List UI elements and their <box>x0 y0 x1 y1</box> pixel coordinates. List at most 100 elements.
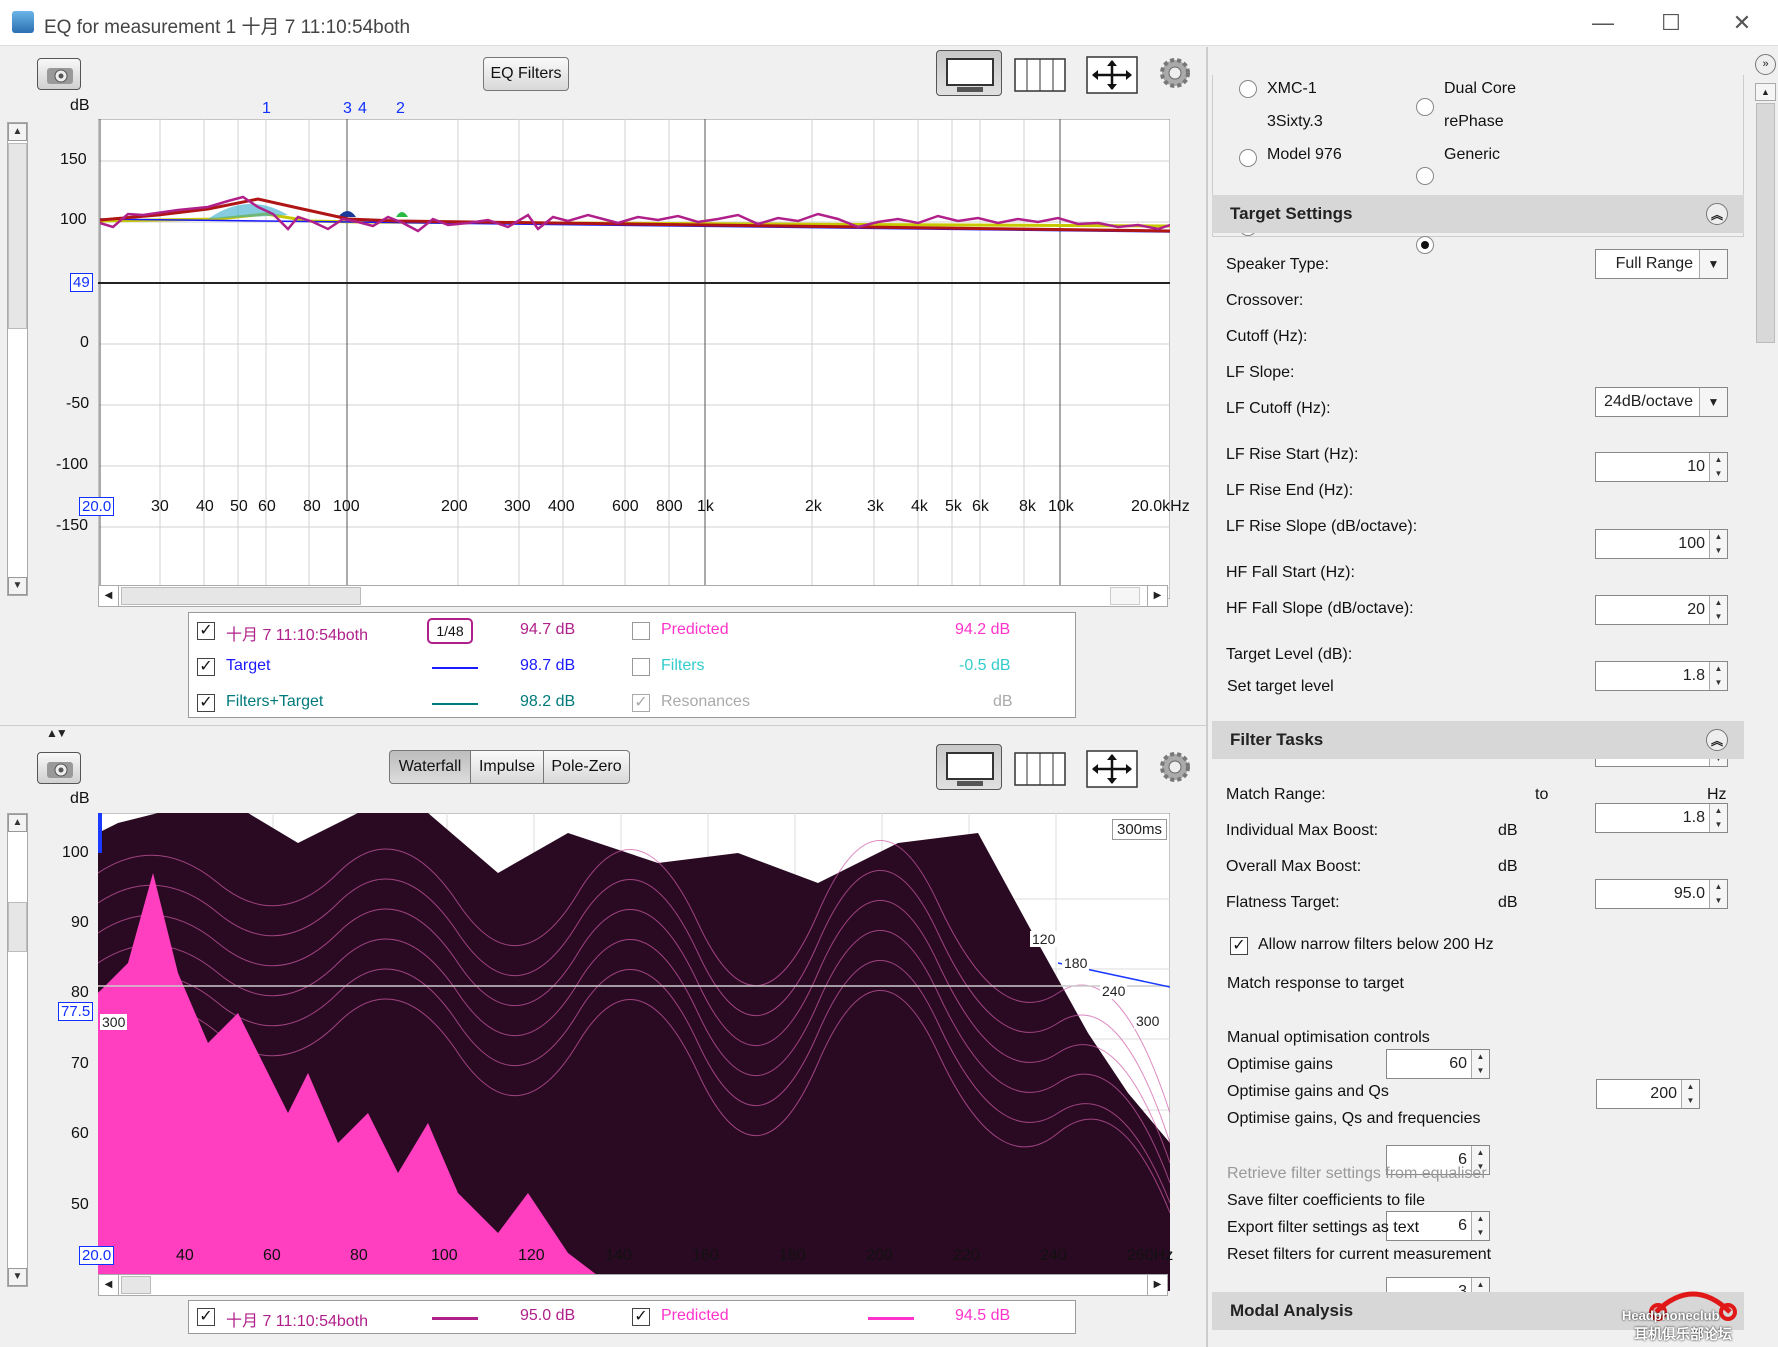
spinner-arrows-icon[interactable]: ▲▼ <box>1471 1212 1489 1240</box>
scroll-up-arrow[interactable]: ▲ <box>8 814 27 832</box>
tab-pole-zero[interactable]: Pole-Zero <box>544 750 630 784</box>
scroll-right-arrow[interactable]: ▶ <box>1147 586 1167 606</box>
scroll-left-arrow[interactable]: ◀ <box>99 586 119 606</box>
x-start-box[interactable]: 20.0 <box>79 1246 115 1265</box>
radio-xmc-1[interactable] <box>1239 80 1257 98</box>
splitter-arrows-icon[interactable]: ▲▼ <box>46 726 68 740</box>
fit-axes-icon[interactable] <box>1085 749 1139 789</box>
spinner-arrows-icon[interactable]: ▲▼ <box>1709 596 1727 624</box>
speaker-type-select[interactable]: Full Range ▼ <box>1595 249 1728 279</box>
filter-marker-3[interactable]: 3 <box>343 100 352 117</box>
target-settings-header[interactable]: Target Settings ︽ <box>1212 195 1744 233</box>
retrieve-filters-button[interactable]: Retrieve filter settings from equaliser <box>1227 1165 1487 1182</box>
top-vertical-scrollbar[interactable]: ▲ ▼ <box>7 122 28 596</box>
scroll-left-arrow[interactable]: ◀ <box>99 1275 119 1295</box>
measurement-checkbox[interactable]: ✓ <box>197 1308 215 1326</box>
frequency-response-graph[interactable] <box>98 119 1170 599</box>
manual-optimisation-button[interactable]: Manual optimisation controls <box>1227 1029 1430 1046</box>
filter-tasks-header[interactable]: Filter Tasks ︽ <box>1212 721 1744 759</box>
tab-impulse[interactable]: Impulse <box>471 750 544 784</box>
predicted-checkbox[interactable] <box>632 622 650 640</box>
y-reference-box[interactable]: 49 <box>70 273 93 292</box>
overall-max-boost-field[interactable]: 6 ▲ ▼ <box>1386 1211 1490 1241</box>
resonances-checkbox[interactable]: ✓ <box>632 694 650 712</box>
settings-gear-icon[interactable] <box>1157 55 1193 91</box>
radio-dual-core[interactable] <box>1416 98 1434 116</box>
filter-marker-4[interactable]: 4 <box>358 100 367 117</box>
top-horizontal-scrollbar[interactable]: ◀ ▶ <box>98 585 1168 607</box>
camera-icon[interactable] <box>37 58 81 90</box>
optimise-gains-button[interactable]: Optimise gains <box>1227 1056 1333 1073</box>
set-target-level-button[interactable]: Set target level <box>1227 678 1334 695</box>
y-reference-box[interactable]: 77.5 <box>58 1002 94 1021</box>
fit-axes-icon[interactable] <box>1085 55 1139 95</box>
scroll-thumb[interactable] <box>8 902 27 952</box>
bottom-vertical-scrollbar[interactable]: ▲ ▼ <box>7 813 28 1287</box>
predicted-checkbox[interactable]: ✓ <box>632 1308 650 1326</box>
filters-checkbox[interactable] <box>632 658 650 676</box>
match-range-to-field[interactable]: 200 ▲ ▼ <box>1596 1079 1700 1109</box>
lf-rise-end-field[interactable]: 20 ▲ ▼ <box>1595 595 1728 625</box>
target-checkbox[interactable]: ✓ <box>197 658 215 676</box>
reset-filters-button[interactable]: Reset filters for current measurement <box>1227 1246 1492 1263</box>
filters-target-checkbox[interactable]: ✓ <box>197 694 215 712</box>
collapse-icon[interactable]: ︽ <box>1706 203 1728 225</box>
x-start-box[interactable]: 20.0 <box>79 497 115 516</box>
splitter-line[interactable] <box>0 725 1206 726</box>
match-range-from-field[interactable]: 60 ▲ ▼ <box>1386 1049 1490 1079</box>
spinner-arrows-icon[interactable]: ▲▼ <box>1681 1080 1699 1108</box>
chevron-down-icon[interactable]: ▼ <box>1699 250 1727 278</box>
filter-marker-1[interactable]: 1 <box>262 100 271 117</box>
graph-layout-split-icon[interactable] <box>1013 751 1067 787</box>
spinner-arrows-icon[interactable]: ▲▼ <box>1709 804 1727 832</box>
radio-rephase[interactable] <box>1416 167 1434 185</box>
export-settings-button[interactable]: Export filter settings as text <box>1227 1219 1420 1236</box>
scroll-thumb[interactable] <box>121 587 361 605</box>
maximize-button[interactable]: ☐ <box>1661 10 1681 35</box>
scroll-up-arrow[interactable]: ▲ <box>8 123 27 141</box>
hf-fall-slope-field[interactable]: 1.8 ▲ ▼ <box>1595 803 1728 833</box>
scroll-thumb-right[interactable] <box>1110 587 1140 605</box>
optimise-gains-qs-freqs-button[interactable]: Optimise gains, Qs and frequencies <box>1227 1110 1481 1127</box>
measurement-checkbox[interactable]: ✓ <box>197 622 215 640</box>
right-vertical-scrollbar[interactable]: » ▲ <box>1753 47 1778 1347</box>
radio-3sixty[interactable] <box>1239 149 1257 167</box>
scroll-up-arrow[interactable]: ▲ <box>1755 83 1776 101</box>
scroll-thumb[interactable] <box>8 143 27 329</box>
eq-filters-button[interactable]: EQ Filters <box>483 57 569 91</box>
scroll-thumb[interactable] <box>121 1276 151 1294</box>
match-response-button[interactable]: Match response to target <box>1227 975 1404 992</box>
pane-divider[interactable] <box>1206 47 1208 1347</box>
spinner-arrows-icon[interactable]: ▲▼ <box>1471 1050 1489 1078</box>
chevron-down-icon[interactable]: ▼ <box>1699 388 1727 416</box>
minimize-button[interactable]: — <box>1592 10 1614 35</box>
scroll-thumb[interactable] <box>1756 103 1775 343</box>
target-level-field[interactable]: 95.0 ▲ ▼ <box>1595 879 1728 909</box>
spinner-arrows-icon[interactable]: ▲▼ <box>1471 1146 1489 1174</box>
scroll-down-arrow[interactable]: ▼ <box>8 577 27 595</box>
scroll-right-arrow[interactable]: ▶ <box>1147 1275 1167 1295</box>
scroll-down-arrow[interactable]: ▼ <box>8 1268 27 1286</box>
collapse-icon[interactable]: ︽ <box>1706 729 1728 751</box>
close-button[interactable]: ✕ <box>1732 10 1752 35</box>
radio-generic[interactable] <box>1416 236 1434 254</box>
settings-gear-icon[interactable] <box>1157 749 1193 785</box>
lf-rise-start-field[interactable]: 100 ▲ ▼ <box>1595 529 1728 559</box>
lf-rise-slope-field[interactable]: 1.8 ▲ ▼ <box>1595 661 1728 691</box>
graph-layout-single-icon[interactable] <box>936 50 1002 96</box>
waterfall-graph[interactable] <box>98 813 1170 1291</box>
save-coefficients-button[interactable]: Save filter coefficients to file <box>1227 1192 1426 1209</box>
bottom-horizontal-scrollbar[interactable]: ◀ ▶ <box>98 1274 1168 1296</box>
spinner-arrows-icon[interactable]: ▲▼ <box>1709 453 1727 481</box>
graph-layout-single-icon[interactable] <box>936 744 1002 790</box>
spinner-arrows-icon[interactable]: ▲▼ <box>1709 662 1727 690</box>
lf-cutoff-field[interactable]: 10 ▲ ▼ <box>1595 452 1728 482</box>
allow-narrow-checkbox[interactable]: ✓ <box>1230 937 1248 955</box>
spinner-arrows-icon[interactable]: ▲▼ <box>1709 530 1727 558</box>
filter-marker-2[interactable]: 2 <box>396 100 405 117</box>
graph-layout-split-icon[interactable] <box>1013 57 1067 93</box>
smoothing-indicator[interactable]: 1/48 <box>427 618 473 644</box>
collapse-panel-icon[interactable]: » <box>1755 54 1776 75</box>
camera-icon[interactable] <box>37 752 81 784</box>
optimise-gains-qs-button[interactable]: Optimise gains and Qs <box>1227 1083 1389 1100</box>
